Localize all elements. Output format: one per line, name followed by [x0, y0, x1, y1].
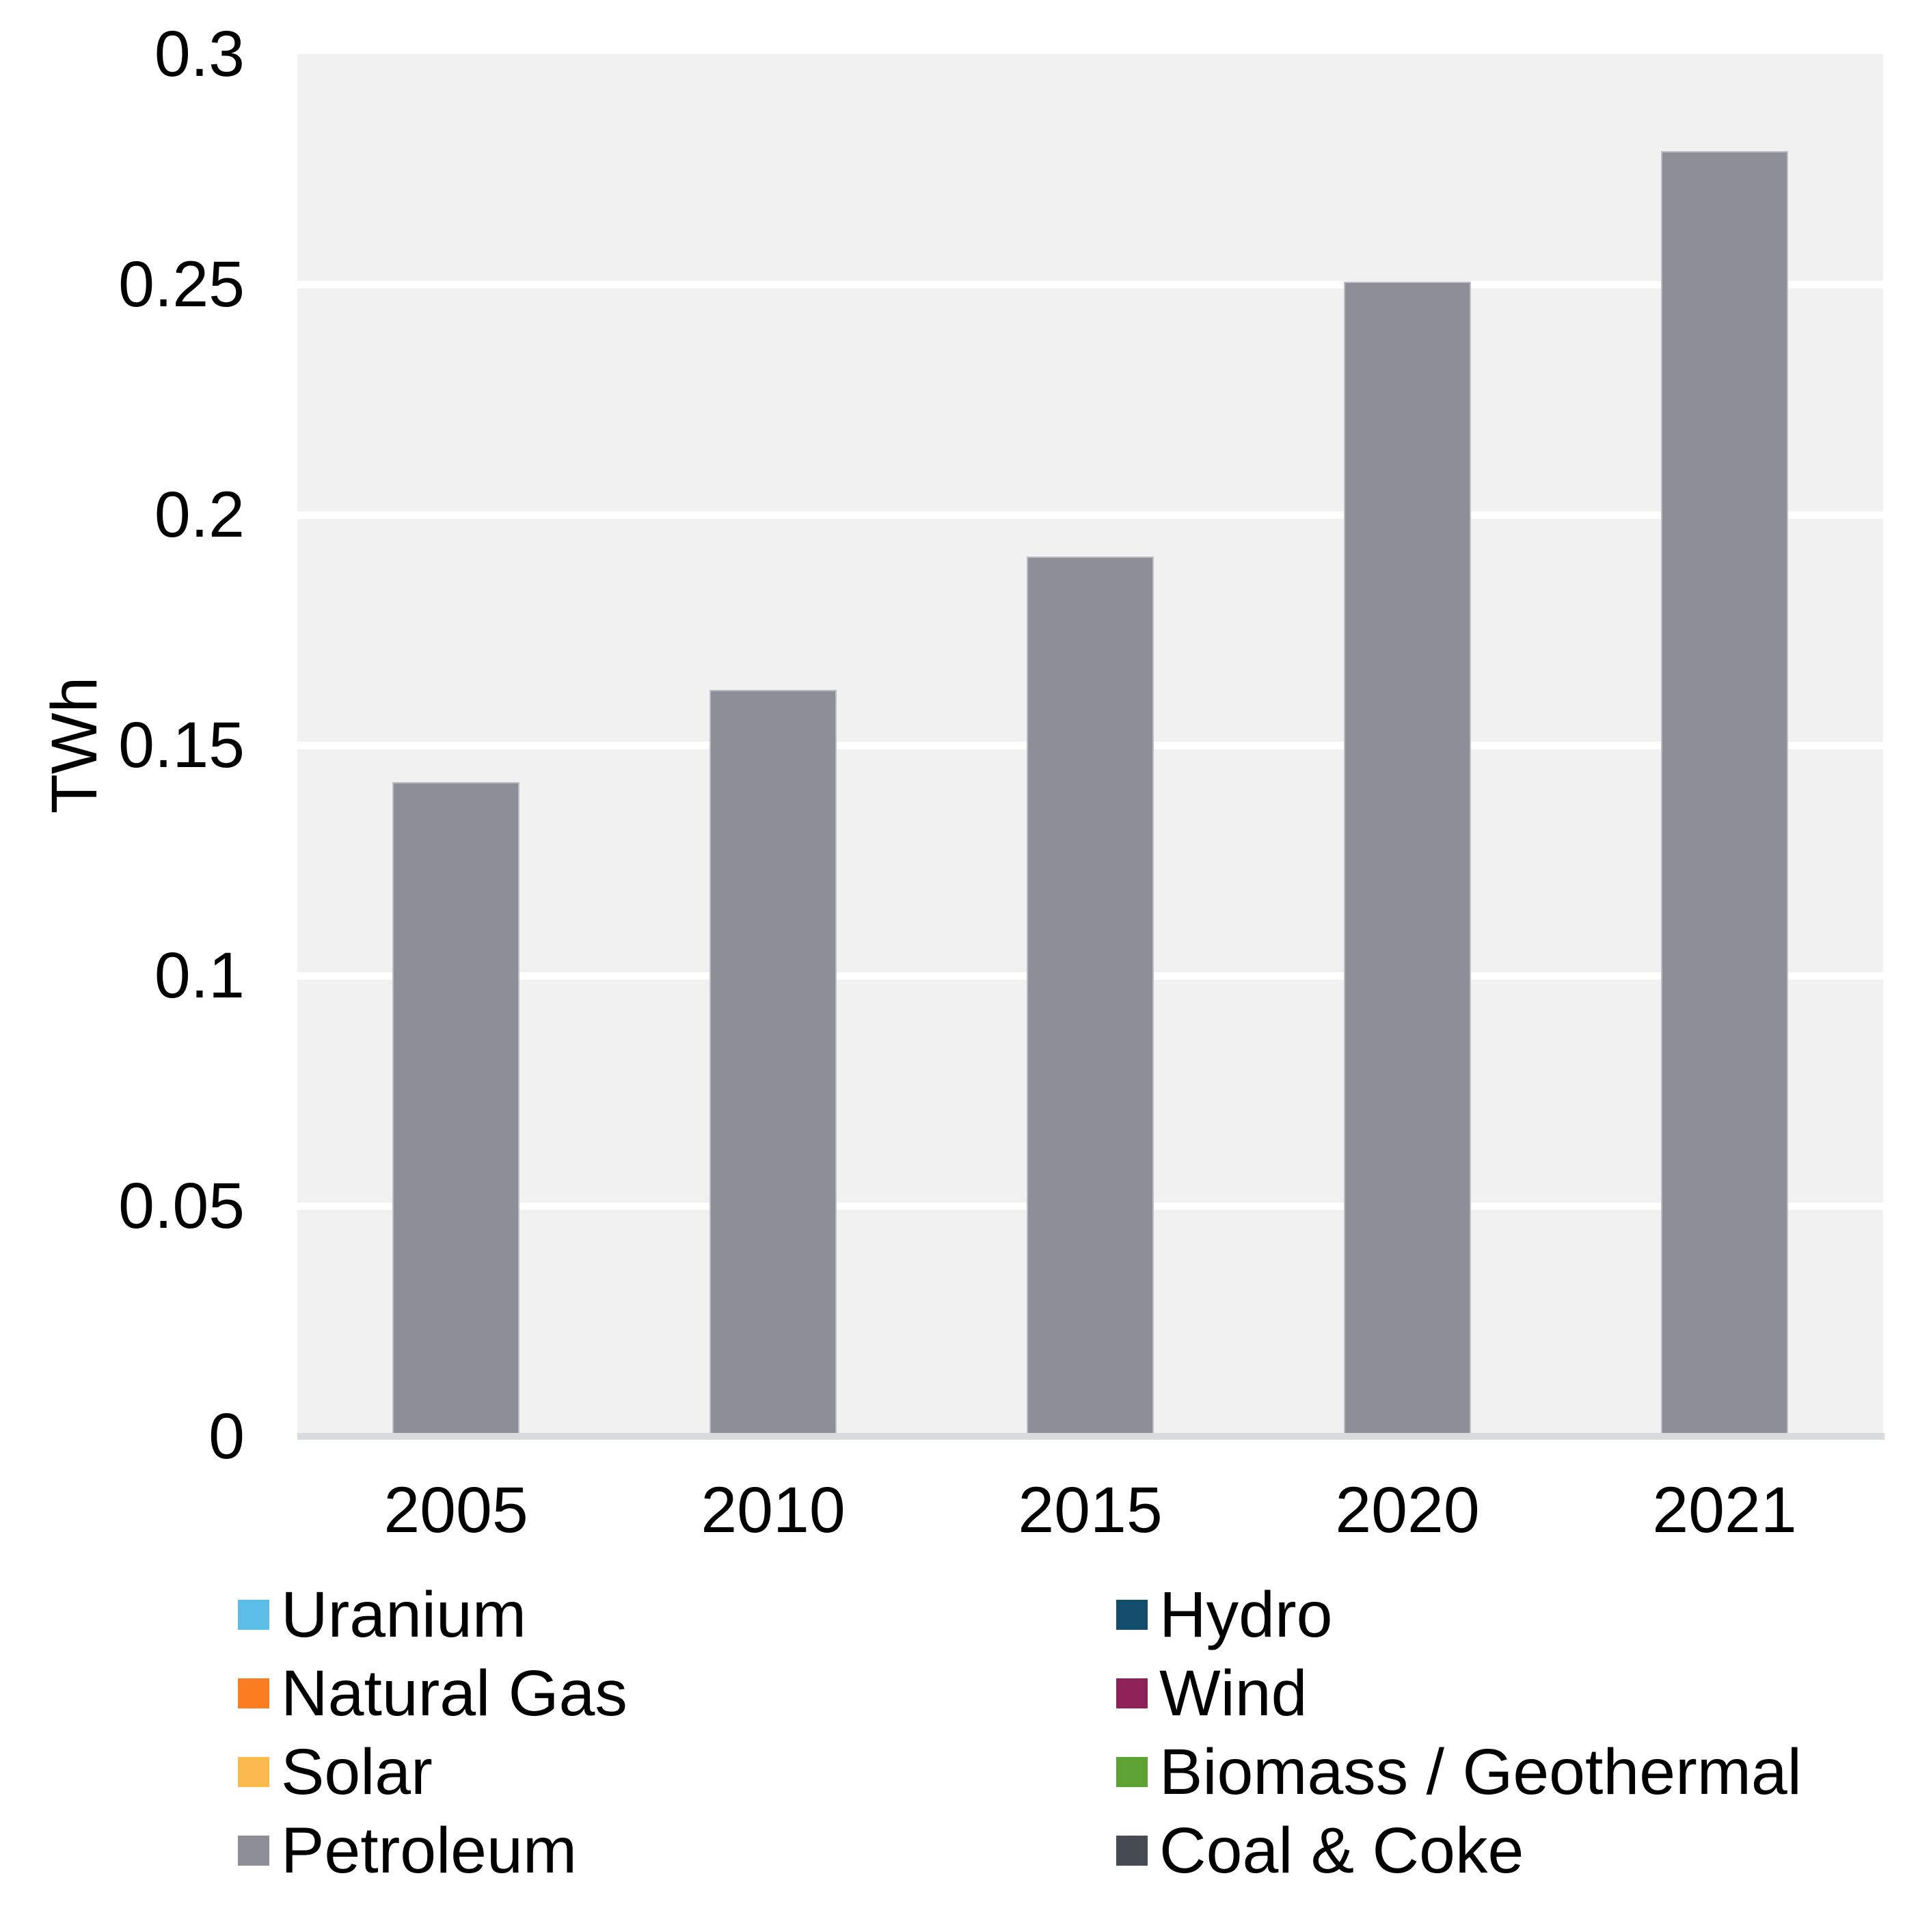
legend-item-coal-coke: Coal & Coke	[1116, 1818, 1802, 1883]
plot-area	[297, 54, 1883, 1436]
bar-2015	[1027, 54, 1154, 1436]
legend-swatch-icon	[1116, 1600, 1148, 1630]
bar-segment-petroleum	[1344, 282, 1471, 1434]
legend-swatch-icon	[238, 1836, 269, 1866]
legend-item-natural-gas: Natural Gas	[238, 1661, 627, 1726]
y-tick-label: 0.15	[118, 709, 245, 781]
legend-item-solar: Solar	[238, 1739, 627, 1805]
legend-item-uranium: Uranium	[238, 1582, 627, 1648]
legend-item-biomass-geothermal: Biomass / Geothermal	[1116, 1739, 1802, 1805]
x-tick-label-2005: 2005	[383, 1474, 528, 1546]
x-axis-baseline	[297, 1433, 1885, 1440]
y-tick-label: 0.1	[154, 939, 245, 1012]
bar-2021	[1661, 54, 1788, 1436]
bar-segment-petroleum	[710, 690, 837, 1436]
y-tick-label: 0.2	[154, 479, 245, 551]
gridline	[297, 281, 1883, 289]
legend-swatch-icon	[1116, 1678, 1148, 1708]
legend-swatch-icon	[238, 1757, 269, 1787]
legend-item-wind: Wind	[1116, 1661, 1802, 1726]
bar-segment-petroleum	[1027, 556, 1154, 1436]
y-tick-label: 0.25	[118, 248, 245, 321]
bar-2005	[392, 54, 519, 1436]
legend-label: Biomass / Geothermal	[1159, 1736, 1802, 1808]
bar-2020	[1344, 54, 1471, 1436]
y-tick-label: 0	[208, 1400, 245, 1473]
y-tick-label: 0.05	[118, 1170, 245, 1242]
legend-item-petroleum: Petroleum	[238, 1818, 627, 1883]
legend-label: Petroleum	[281, 1814, 577, 1887]
legend-label: Solar	[281, 1736, 433, 1808]
legend-label: Uranium	[281, 1579, 526, 1651]
bar-2010	[710, 54, 837, 1436]
gridline	[297, 511, 1883, 519]
bar-segment-petroleum	[1661, 151, 1788, 1434]
legend-label: Natural Gas	[281, 1657, 627, 1730]
legend-column-2: Hydro Wind Biomass / Geothermal Coal & Coke	[1116, 1582, 1802, 1896]
y-tick-label: 0.3	[154, 18, 245, 90]
x-tick-label-2015: 2015	[1018, 1474, 1163, 1546]
bar-segment-petroleum	[392, 782, 519, 1436]
legend-swatch-icon	[1116, 1757, 1148, 1787]
legend-swatch-icon	[1116, 1836, 1148, 1866]
legend-label: Wind	[1159, 1657, 1308, 1730]
x-tick-label-2010: 2010	[701, 1474, 846, 1546]
legend-column-1: Uranium Natural Gas Solar Petroleum	[238, 1582, 627, 1896]
legend-swatch-icon	[238, 1678, 269, 1708]
x-tick-label-2020: 2020	[1335, 1474, 1480, 1546]
legend-label: Hydro	[1159, 1579, 1333, 1651]
legend-label: Coal & Coke	[1159, 1814, 1524, 1887]
x-tick-label-2021: 2021	[1652, 1474, 1797, 1546]
legend-swatch-icon	[238, 1600, 269, 1630]
legend-item-hydro: Hydro	[1116, 1582, 1802, 1648]
